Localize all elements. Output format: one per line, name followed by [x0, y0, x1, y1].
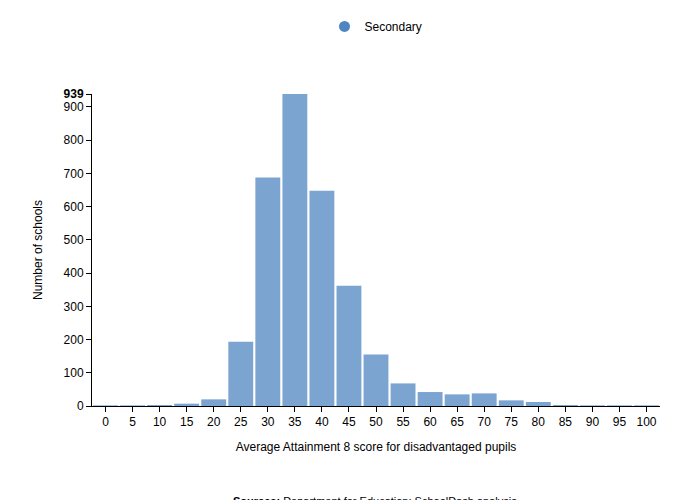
svg-text:500: 500	[64, 233, 84, 247]
svg-text:85: 85	[559, 415, 573, 429]
svg-text:50: 50	[369, 415, 383, 429]
svg-text:300: 300	[64, 300, 84, 314]
svg-text:900: 900	[64, 100, 84, 114]
svg-text:Average Attainment 8 score for: Average Attainment 8 score for disadvant…	[236, 440, 517, 454]
svg-text:Number of schools: Number of schools	[31, 200, 45, 300]
svg-text:35: 35	[288, 415, 302, 429]
svg-text:Sources: Department for Educat: Sources: Department for Education; Schoo…	[233, 495, 520, 500]
svg-text:90: 90	[586, 415, 600, 429]
svg-text:0: 0	[77, 399, 84, 413]
svg-text:80: 80	[532, 415, 546, 429]
svg-text:10: 10	[153, 415, 167, 429]
svg-text:20: 20	[207, 415, 221, 429]
svg-text:0: 0	[102, 415, 109, 429]
svg-text:200: 200	[64, 333, 84, 347]
svg-text:60: 60	[423, 415, 437, 429]
svg-text:939: 939	[64, 87, 84, 101]
svg-text:600: 600	[64, 200, 84, 214]
svg-text:Secondary: Secondary	[365, 20, 422, 34]
svg-text:800: 800	[64, 133, 84, 147]
svg-text:100: 100	[64, 366, 84, 380]
svg-text:40: 40	[315, 415, 329, 429]
svg-text:95: 95	[613, 415, 627, 429]
svg-text:25: 25	[234, 415, 248, 429]
svg-text:75: 75	[505, 415, 519, 429]
svg-text:55: 55	[396, 415, 410, 429]
svg-text:700: 700	[64, 167, 84, 181]
svg-text:65: 65	[450, 415, 464, 429]
svg-text:400: 400	[64, 266, 84, 280]
svg-text:70: 70	[478, 415, 492, 429]
svg-text:5: 5	[129, 415, 136, 429]
svg-text:30: 30	[261, 415, 275, 429]
svg-text:100: 100	[636, 415, 656, 429]
svg-text:15: 15	[180, 415, 194, 429]
svg-text:45: 45	[342, 415, 356, 429]
